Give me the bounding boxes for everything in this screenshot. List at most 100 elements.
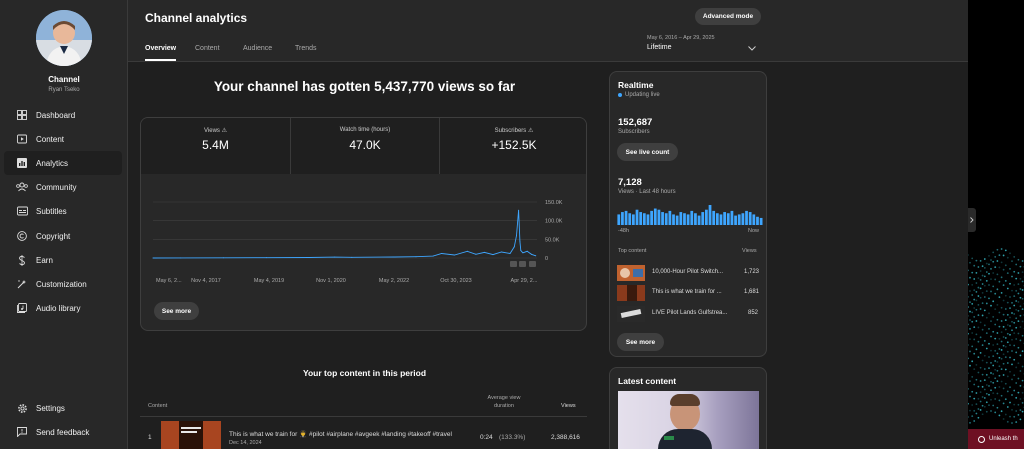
realtime-subscribers-value: 152,687	[618, 117, 653, 128]
video-thumbnail	[617, 306, 645, 322]
sidebar-item-settings[interactable]: Settings	[4, 396, 122, 420]
tab-trends[interactable]: Trends	[295, 45, 317, 52]
realtime-bar	[672, 214, 675, 225]
list-item[interactable]: 10,000-Hour Pilot Switch... 1,723	[617, 265, 763, 281]
realtime-see-more-button[interactable]: See more	[617, 333, 664, 351]
realtime-bar	[715, 213, 719, 225]
metric-views[interactable]: Views ⚠ 5.4M	[141, 118, 290, 174]
column-header-duration: Average view duration	[487, 395, 521, 409]
date-range[interactable]: May 6, 2016 – Apr 29, 2025	[647, 35, 715, 41]
promo-dots-graphic	[968, 248, 1024, 424]
metric-watch-time[interactable]: Watch time (hours) 47.0K	[290, 118, 439, 174]
see-more-button[interactable]: See more	[154, 302, 199, 320]
views-line-chart: 150.0K 100.0K 50.0K 0 May 6, 2... Nov 4, 2017…	[152, 200, 563, 284]
data-point	[509, 253, 511, 255]
realtime-bar	[675, 215, 679, 225]
see-live-count-button[interactable]: See live count	[617, 143, 678, 161]
chart-control-button[interactable]	[529, 261, 536, 267]
realtime-bar	[712, 210, 716, 225]
list-item[interactable]: LIVE Pilot Lands Gulfstrea... 852	[617, 306, 763, 322]
sidebar-item-subtitles[interactable]: Subtitles	[4, 199, 122, 223]
realtime-bar	[723, 212, 726, 225]
data-point	[520, 250, 522, 252]
data-point	[394, 256, 396, 258]
sidebar-item-audio-library[interactable]: Audio library	[4, 296, 122, 320]
avg-percent: (133.3%)	[499, 434, 526, 441]
promo-text: Unleash th	[989, 436, 1018, 442]
realtime-status: Updating live	[625, 92, 660, 98]
video-title: LIVE Pilot Lands Gulfstrea...	[652, 310, 728, 316]
realtime-bar	[664, 213, 668, 225]
tab-overview[interactable]: Overview	[145, 45, 177, 52]
sidebar-item-send-feedback[interactable]: Send feedback	[4, 420, 122, 444]
table-row[interactable]: 1 This is what we train for 👨‍✈️ #pilot …	[140, 419, 587, 449]
realtime-bar	[752, 214, 756, 225]
sidebar-item-analytics[interactable]: Analytics	[4, 151, 122, 175]
data-point	[152, 257, 154, 259]
realtime-subscribers-label: Subscribers	[618, 129, 650, 135]
x-tick-label: Nov 4, 2017	[191, 278, 221, 284]
metric-subscribers[interactable]: Subscribers ⚠ +152.5K	[439, 118, 586, 174]
realtime-bar-chart	[617, 205, 763, 225]
video-thumbnail	[617, 285, 645, 301]
realtime-bar	[741, 213, 745, 225]
video-thumbnail[interactable]	[161, 421, 221, 449]
latest-video-thumbnail[interactable]	[618, 391, 759, 449]
sidebar: Channel Ryan Tseko Dashboard Content Ana…	[0, 0, 128, 449]
realtime-bar	[697, 215, 701, 225]
date-label[interactable]: Lifetime	[647, 44, 672, 51]
realtime-bar	[737, 214, 741, 225]
y-tick-label: 0	[545, 256, 548, 262]
realtime-bar	[661, 212, 664, 225]
sidebar-item-label: Community	[36, 182, 77, 192]
data-point	[334, 256, 336, 258]
promo-banner[interactable]: Unleash th	[968, 429, 1024, 449]
realtime-bar	[701, 212, 705, 225]
sidebar-item-label: Content	[36, 134, 65, 144]
tab-audience[interactable]: Audience	[243, 45, 273, 52]
chart-control-button[interactable]	[519, 261, 526, 267]
realtime-bar	[646, 214, 650, 225]
overview-chart-card: Views ⚠ 5.4M Watch time (hours) 47.0K Su…	[140, 117, 587, 331]
axis-label-right: Now	[748, 228, 760, 234]
data-point	[265, 257, 267, 259]
realtime-bar	[624, 210, 628, 225]
sidebar-item-earn[interactable]: Earn	[4, 248, 122, 272]
realtime-bar	[650, 210, 653, 225]
y-tick-label: 150.0K	[545, 200, 563, 206]
realtime-bar	[756, 216, 759, 225]
realtime-bar	[686, 214, 690, 225]
chevron-down-icon[interactable]	[748, 38, 756, 56]
video-views: 852	[748, 310, 759, 316]
data-point	[501, 251, 503, 253]
metric-value: +152.5K	[491, 138, 537, 152]
sidebar-item-community[interactable]: Community	[4, 175, 122, 199]
sidebar-item-copyright[interactable]: Copyright	[4, 224, 122, 248]
avatar[interactable]	[36, 10, 92, 66]
data-point	[492, 254, 494, 256]
sidebar-item-content[interactable]: Content	[4, 127, 122, 151]
latest-content-title: Latest content	[618, 376, 677, 386]
list-item[interactable]: This is what we train for ... 1,681	[617, 285, 763, 301]
collapse-panel-button[interactable]	[968, 208, 976, 232]
data-point	[522, 252, 524, 254]
latest-content-card: Latest content	[609, 367, 767, 449]
x-tick-label: May 4, 2019	[254, 278, 284, 284]
x-tick-label: Oct 30, 2023	[440, 278, 472, 284]
data-point	[535, 255, 537, 257]
top-content-label: Top content	[618, 248, 647, 254]
data-point	[432, 255, 434, 257]
realtime-bar	[734, 215, 737, 225]
sidebar-item-dashboard[interactable]: Dashboard	[4, 103, 122, 127]
advanced-mode-button[interactable]: Advanced mode	[695, 8, 761, 25]
content-icon	[10, 134, 34, 144]
sidebar-item-customization[interactable]: Customization	[4, 272, 122, 296]
video-title[interactable]: This is what we train for 👨‍✈️ #pilot #a…	[229, 431, 452, 438]
chart-control-button[interactable]	[510, 261, 517, 267]
earn-icon	[10, 254, 34, 266]
video-views: 1,681	[744, 289, 760, 295]
realtime-bar	[653, 208, 657, 225]
sidebar-item-label: Earn	[36, 255, 53, 265]
sidebar-item-label: Customization	[36, 279, 87, 289]
tab-content[interactable]: Content	[195, 45, 220, 52]
